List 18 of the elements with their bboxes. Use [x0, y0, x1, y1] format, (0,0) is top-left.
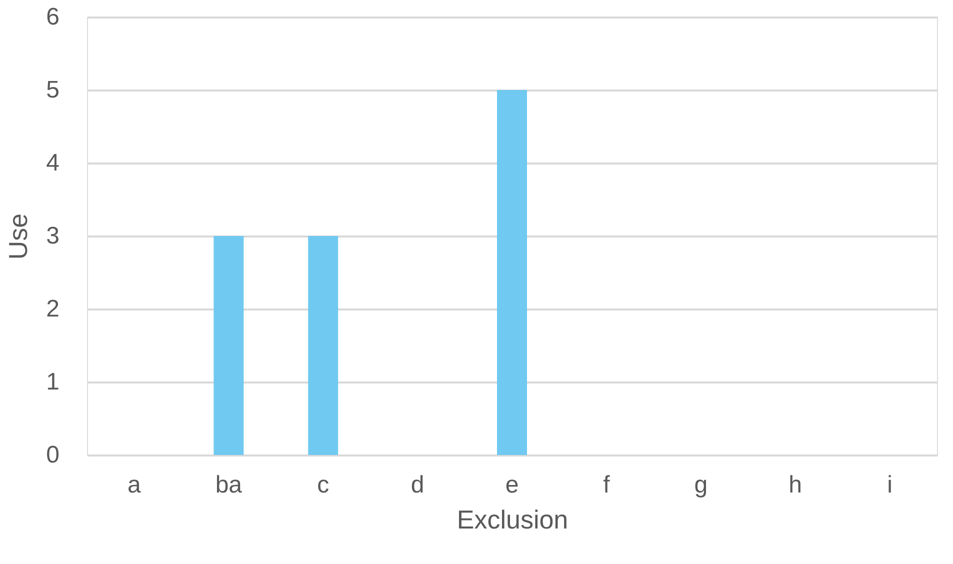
y-tick-label: 1: [46, 368, 60, 396]
y-tick-label: 2: [46, 296, 60, 322]
y-tick-label: 5: [46, 76, 60, 104]
y-tick-label: 0: [46, 442, 60, 468]
y-tick-label: 6: [46, 4, 60, 30]
x-tick-label: c: [317, 472, 330, 498]
x-tick-label: d: [410, 472, 424, 498]
x-tick-label: h: [788, 472, 802, 498]
x-tick-label: f: [603, 472, 610, 498]
x-tick-label: e: [505, 472, 519, 498]
x-tick-label: i: [887, 472, 892, 498]
x-tick-label: ba: [215, 472, 243, 498]
y-tick-label: 4: [46, 150, 60, 176]
y-tick-label: 3: [46, 222, 60, 250]
x-tick-label: a: [128, 472, 142, 498]
x-axis-title: Exclusion: [456, 504, 568, 534]
y-axis-title: Use: [3, 213, 34, 260]
x-tick-label: g: [694, 472, 708, 498]
